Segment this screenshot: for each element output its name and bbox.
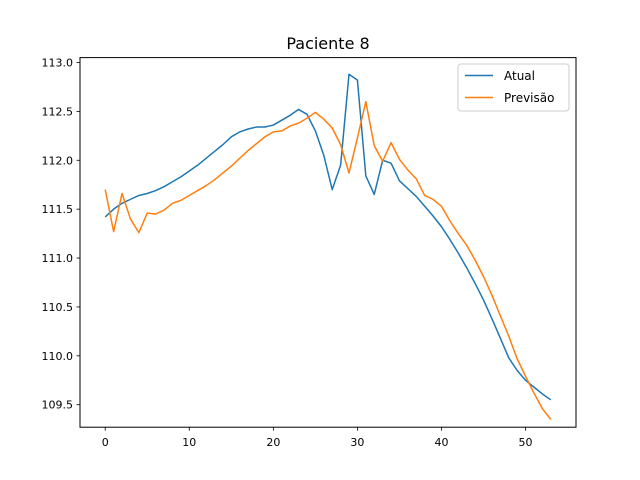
y-tick-label: 110.5	[42, 301, 74, 314]
axes-frame	[79, 57, 577, 428]
y-axis-ticks: 109.5 110.0 110.5 111.0 111.5 112.0 112.5 113.0	[42, 56, 80, 412]
chart-title: Paciente 8	[286, 34, 369, 53]
y-tick-label: 111.0	[42, 252, 74, 265]
legend-label-atual: Atual	[504, 69, 535, 83]
y-tick-label: 113.0	[42, 56, 74, 69]
y-tick-label: 112.5	[42, 105, 74, 118]
series-line-previsao	[104, 100, 552, 420]
x-tick-label: 10	[182, 436, 196, 449]
legend-label-previsao: Previsão	[504, 91, 554, 105]
series-lines	[104, 73, 552, 420]
x-tick-label: 0	[102, 436, 109, 449]
y-tick-label: 112.0	[42, 154, 74, 167]
x-axis-ticks: 0 10 20 30 40 50	[102, 427, 533, 449]
legend: Atual Previsão	[457, 63, 570, 112]
x-tick-label: 50	[519, 436, 533, 449]
series-line-atual	[104, 73, 552, 401]
y-tick-label: 109.5	[42, 399, 74, 412]
y-tick-label: 111.5	[42, 203, 74, 216]
x-tick-label: 30	[350, 436, 364, 449]
x-tick-label: 20	[266, 436, 280, 449]
y-tick-label: 110.0	[42, 350, 74, 363]
x-tick-label: 40	[434, 436, 448, 449]
